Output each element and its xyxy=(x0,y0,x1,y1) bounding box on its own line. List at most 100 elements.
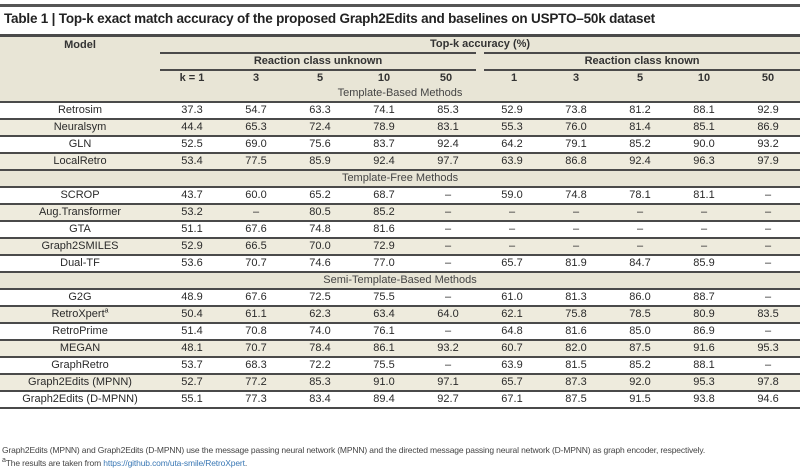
model-label: Retrosim xyxy=(57,104,102,116)
accuracy-cell: 79.1 xyxy=(544,136,608,154)
model-name: GraphRetro xyxy=(0,357,160,375)
accuracy-cell: 80.5 xyxy=(288,204,352,222)
accuracy-cell: – xyxy=(416,255,480,273)
accuracy-cell: 68.7 xyxy=(352,187,416,205)
table-row: LocalRetro 53.4 77.5 85.9 92.4 97.7 63.9 86.8 92… xyxy=(0,153,800,171)
model-name: Neuralsym xyxy=(0,119,160,137)
accuracy-cell: 87.5 xyxy=(608,340,672,358)
model-name: SCROP xyxy=(0,187,160,205)
footnotes: Graph2Edits (MPNN) and Graph2Edits (D-MP… xyxy=(2,444,705,470)
model-name: LocalRetro xyxy=(0,153,160,171)
accuracy-cell: 87.5 xyxy=(544,391,608,409)
accuracy-cell: 74.6 xyxy=(288,255,352,273)
accuracy-cell: 52.9 xyxy=(480,102,544,120)
accuracy-cell: 92.4 xyxy=(416,136,480,154)
accuracy-cell: 93.8 xyxy=(672,391,736,409)
accuracy-cell: 92.4 xyxy=(352,153,416,171)
model-label: GraphRetro xyxy=(51,359,109,371)
retroxpert-link[interactable]: https://github.com/uta-smile/RetroXpert xyxy=(103,458,245,468)
accuracy-cell: 55.1 xyxy=(160,391,224,409)
accuracy-cell: 92.7 xyxy=(416,391,480,409)
accuracy-cell: 91.0 xyxy=(352,374,416,392)
model-name: GLN xyxy=(0,136,160,154)
accuracy-cell: 81.2 xyxy=(608,102,672,120)
table-row: GTA 51.1 67.6 74.8 81.6– – – – – – xyxy=(0,221,800,239)
header-k: 10 xyxy=(352,70,416,86)
accuracy-cell: 86.1 xyxy=(352,340,416,358)
accuracy-cell: 77.2 xyxy=(224,374,288,392)
model-name: Graph2SMILES xyxy=(0,238,160,256)
accuracy-cell: – xyxy=(672,221,736,239)
model-label: GTA xyxy=(69,223,91,235)
model-label: SCROP xyxy=(60,189,100,201)
accuracy-cell: 70.0 xyxy=(288,238,352,256)
accuracy-cell: 63.9 xyxy=(480,357,544,375)
accuracy-cell: 63.4 xyxy=(352,306,416,324)
group-header: Template-Free Methods xyxy=(0,170,800,188)
table-row: GLN 52.5 69.0 75.6 83.7 92.4 64.2 79.1 85.2 90.0 9… xyxy=(0,136,800,154)
accuracy-cell: – xyxy=(736,187,800,205)
accuracy-cell: 86.9 xyxy=(736,119,800,137)
table-row: MEGAN 48.1 70.7 78.4 86.1 93.2 60.7 82.0 87.5 91.… xyxy=(0,340,800,358)
accuracy-cell: 97.8 xyxy=(736,374,800,392)
accuracy-cell: 60.7 xyxy=(480,340,544,358)
accuracy-cell: 81.9 xyxy=(544,255,608,273)
accuracy-cell: – xyxy=(416,238,480,256)
model-label: Aug.Transformer xyxy=(38,206,122,218)
accuracy-cell: 44.4 xyxy=(160,119,224,137)
accuracy-cell: 50.4 xyxy=(160,306,224,324)
results-table: Model Top-k accuracy (%) Reaction class … xyxy=(0,34,800,409)
accuracy-cell: 53.7 xyxy=(160,357,224,375)
accuracy-cell: – xyxy=(736,323,800,341)
accuracy-cell: 70.7 xyxy=(224,340,288,358)
accuracy-cell: – xyxy=(672,238,736,256)
model-label: Graph2Edits (MPNN) xyxy=(28,376,132,388)
model-name: RetroPrime xyxy=(0,323,160,341)
footnote-retroxpert: aThe results are taken from https://gith… xyxy=(2,457,705,470)
accuracy-cell: 78.9 xyxy=(352,119,416,137)
table-row: Retrosim 37.3 54.7 63.3 74.1 85.3 52.9 73.8 81.2… xyxy=(0,102,800,120)
accuracy-cell: 85.9 xyxy=(672,255,736,273)
accuracy-cell: 91.5 xyxy=(608,391,672,409)
model-name: Retrosim xyxy=(0,102,160,120)
accuracy-cell: 84.7 xyxy=(608,255,672,273)
model-label: MEGAN xyxy=(59,342,101,354)
header-k: 3 xyxy=(224,70,288,86)
accuracy-cell: 75.8 xyxy=(544,306,608,324)
accuracy-cell: 64.8 xyxy=(480,323,544,341)
accuracy-cell: – xyxy=(416,204,480,222)
accuracy-cell: 83.7 xyxy=(352,136,416,154)
table-row: Neuralsym 44.4 65.3 72.4 78.9 83.1 55.3 76.0 81.… xyxy=(0,119,800,137)
model-label: Dual-TF xyxy=(60,257,100,269)
header-k: 1 xyxy=(476,70,544,86)
accuracy-cell: 86.9 xyxy=(672,323,736,341)
accuracy-cell: – xyxy=(480,221,544,239)
header-k: 50 xyxy=(416,70,480,86)
accuracy-cell: – xyxy=(544,238,608,256)
accuracy-cell: 62.3 xyxy=(288,306,352,324)
accuracy-cell: 90.0 xyxy=(672,136,736,154)
accuracy-cell: 52.9 xyxy=(160,238,224,256)
group-header: Semi-Template-Based Methods xyxy=(0,272,800,290)
accuracy-cell: 72.2 xyxy=(288,357,352,375)
table-row: RetroXperta 50.4 61.1 62.3 63.4 64.0 62.1 75.8 7… xyxy=(0,306,800,324)
accuracy-cell: – xyxy=(736,255,800,273)
table-row: Graph2Edits (MPNN) 52.7 77.2 85.3 91.0 97.1 65… xyxy=(0,374,800,392)
model-name: Graph2Edits (D-MPNN) xyxy=(0,391,160,409)
accuracy-cell: 54.7 xyxy=(224,102,288,120)
accuracy-cell: 73.8 xyxy=(544,102,608,120)
accuracy-cell: 60.0 xyxy=(224,187,288,205)
accuracy-cell: – xyxy=(544,204,608,222)
table-row: Graph2Edits (D-MPNN) 55.1 77.3 83.4 89.4 92.7… xyxy=(0,391,800,409)
accuracy-cell: 72.5 xyxy=(288,289,352,307)
accuracy-cell: 93.2 xyxy=(416,340,480,358)
accuracy-cell: 83.5 xyxy=(736,306,800,324)
accuracy-cell: 92.0 xyxy=(608,374,672,392)
accuracy-cell: 66.5 xyxy=(224,238,288,256)
header-k: 3 xyxy=(544,70,608,86)
accuracy-cell: 88.1 xyxy=(672,357,736,375)
table-row: Graph2SMILES 52.9 66.5 70.0 72.9– – – – – – xyxy=(0,238,800,256)
header-k: 10 xyxy=(672,70,736,86)
model-label: RetroXpert xyxy=(51,308,105,320)
group-header: Template-Based Methods xyxy=(0,86,800,103)
